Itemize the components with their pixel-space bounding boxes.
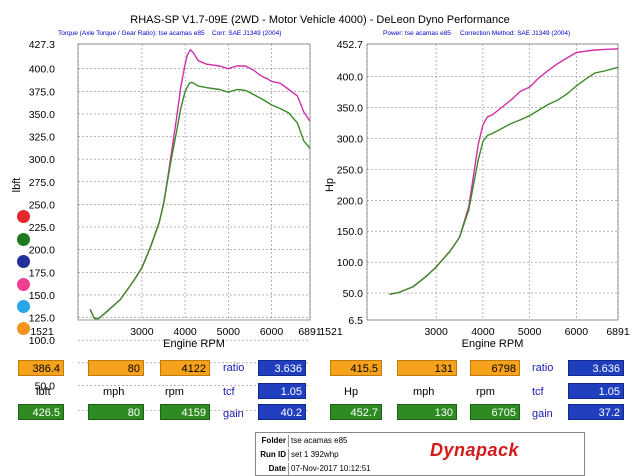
left-ratio-value: 3.636 xyxy=(258,360,306,376)
left-top-value-rpm: 4122 xyxy=(160,360,210,376)
power-plot-frame xyxy=(366,43,619,321)
right-tcf-value: 1.05 xyxy=(568,383,624,399)
right-chart-subtitle: Power: tse acamas e85 xyxy=(383,30,451,37)
power-series-0-line xyxy=(389,48,619,295)
right-label-ratio: ratio xyxy=(532,362,554,374)
torque-ytick-2: 375.0 xyxy=(29,86,55,98)
power-xtick-0: 1521 xyxy=(319,326,343,338)
power-ytick-2: 350.0 xyxy=(337,103,363,115)
right-ratio-value: 3.636 xyxy=(568,360,624,376)
power-x-axis-label: Engine RPM xyxy=(462,338,524,350)
left-label-ratio: ratio xyxy=(223,362,245,374)
power-xtick-4: 6000 xyxy=(565,326,589,338)
left-label-tcf: tcf xyxy=(223,386,235,398)
right-label-hp: Hp xyxy=(344,386,359,398)
torque-x-axis-label: Engine RPM xyxy=(163,338,225,350)
power-ytick-8: 50.0 xyxy=(343,288,364,300)
date-label: Date xyxy=(268,464,286,473)
power-y-axis-label: Hp xyxy=(324,178,336,192)
runid-label: Run ID xyxy=(260,450,286,459)
folder-label: Folder xyxy=(261,436,286,445)
left-chart-subtitle: Torque (Axle Torque / Gear Ratio): tse a… xyxy=(58,30,205,37)
report-title: RHAS-SP V1.7-09E (2WD - Motor Vehicle 40… xyxy=(130,14,510,26)
left-label-rpm: rpm xyxy=(165,386,184,398)
date-value: 07-Nov-2017 10:12:51 xyxy=(288,463,371,475)
power-xtick-2: 4000 xyxy=(471,326,495,338)
torque-ytick-15: 50.0 xyxy=(35,380,56,392)
torque-plot-frame xyxy=(77,43,311,321)
torque-ytick-4: 325.0 xyxy=(29,132,55,144)
torque-ytick-5: 300.0 xyxy=(29,154,55,166)
left-top-value-mph: 80 xyxy=(88,360,144,376)
torque-xtick-3: 5000 xyxy=(217,326,241,338)
torque-ytick-1: 400.0 xyxy=(29,64,55,76)
power-ytick-7: 100.0 xyxy=(337,257,363,269)
torque-xtick-0: 1521 xyxy=(30,326,54,338)
right-top-value-hp: 415.5 xyxy=(330,360,382,376)
right-top-value-mph: 131 xyxy=(397,360,457,376)
torque-y-axis-label: lbft xyxy=(11,178,23,193)
dot-red xyxy=(17,210,30,223)
folder-value: tse acamas e85 xyxy=(288,435,347,447)
power-ytick-4: 250.0 xyxy=(337,164,363,176)
power-series-1-line xyxy=(389,66,619,295)
torque-series-1-line xyxy=(89,81,311,320)
power-ytick-6: 150.0 xyxy=(337,226,363,238)
torque-ytick-13: 100.0 xyxy=(29,335,55,347)
power-xtick-3: 5000 xyxy=(518,326,542,338)
torque-ytick-7: 250.0 xyxy=(29,199,55,211)
torque-xtick-2: 4000 xyxy=(173,326,197,338)
power-xtick-5: 6891 xyxy=(606,326,630,338)
left-label-mph: mph xyxy=(103,386,125,398)
torque-ytick-11: 150.0 xyxy=(29,290,55,302)
dot-orange xyxy=(17,322,30,335)
torque-xtick-1: 3000 xyxy=(130,326,154,338)
left-bottom-value-torque: 426.5 xyxy=(18,404,64,420)
run-info-box: Folder tse acamas e85 Run ID set 1 392wh… xyxy=(255,432,585,476)
left-label-gain: gain xyxy=(223,408,244,420)
left-bottom-value-rpm: 4159 xyxy=(160,404,210,420)
power-ytick-3: 300.0 xyxy=(337,133,363,145)
torque-ytick-10: 175.0 xyxy=(29,267,55,279)
dot-green xyxy=(17,233,30,246)
power-ytick-9: 6.5 xyxy=(348,315,363,327)
dot-navy xyxy=(17,255,30,268)
right-top-value-rpm: 6798 xyxy=(470,360,520,376)
dot-pink xyxy=(17,278,30,291)
right-bottom-value-hp: 452.7 xyxy=(330,404,382,420)
torque-ytick-6: 275.0 xyxy=(29,177,55,189)
torque-ytick-0: 427.3 xyxy=(29,39,55,51)
torque-ytick-9: 200.0 xyxy=(29,245,55,257)
right-chart-correction: Correction Method: SAE J1349 (2004) xyxy=(460,30,571,37)
torque-xtick-4: 6000 xyxy=(260,326,284,338)
torque-ytick-12: 125.0 xyxy=(29,313,55,325)
torque-xtick-5: 6891 xyxy=(298,326,322,338)
dynapack-logo: Dynapack xyxy=(430,440,520,460)
left-bottom-value-mph: 80 xyxy=(88,404,144,420)
left-tcf-value: 1.05 xyxy=(258,383,306,399)
power-xtick-1: 3000 xyxy=(424,326,448,338)
torque-ytick-8: 225.0 xyxy=(29,222,55,234)
right-label-rpm: rpm xyxy=(476,386,495,398)
power-ytick-1: 400.0 xyxy=(337,72,363,84)
runid-value: set 1 392whp xyxy=(288,449,339,461)
right-label-mph: mph xyxy=(413,386,435,398)
left-gain-value: 40.2 xyxy=(258,404,306,420)
left-label-lbft: lbft xyxy=(36,386,51,398)
right-bottom-value-mph: 130 xyxy=(397,404,457,420)
left-top-value-torque: 386.4 xyxy=(18,360,64,376)
right-label-tcf: tcf xyxy=(532,386,544,398)
power-ytick-0: 452.7 xyxy=(337,39,363,51)
dot-cyan xyxy=(17,300,30,313)
right-label-gain: gain xyxy=(532,408,553,420)
left-chart-correction: Corr: SAE J1349 (2004) xyxy=(212,30,282,37)
right-bottom-value-rpm: 6705 xyxy=(470,404,520,420)
right-gain-value: 37.2 xyxy=(568,404,624,420)
power-ytick-5: 200.0 xyxy=(337,195,363,207)
torque-ytick-3: 350.0 xyxy=(29,109,55,121)
torque-series-0-line xyxy=(89,49,311,320)
